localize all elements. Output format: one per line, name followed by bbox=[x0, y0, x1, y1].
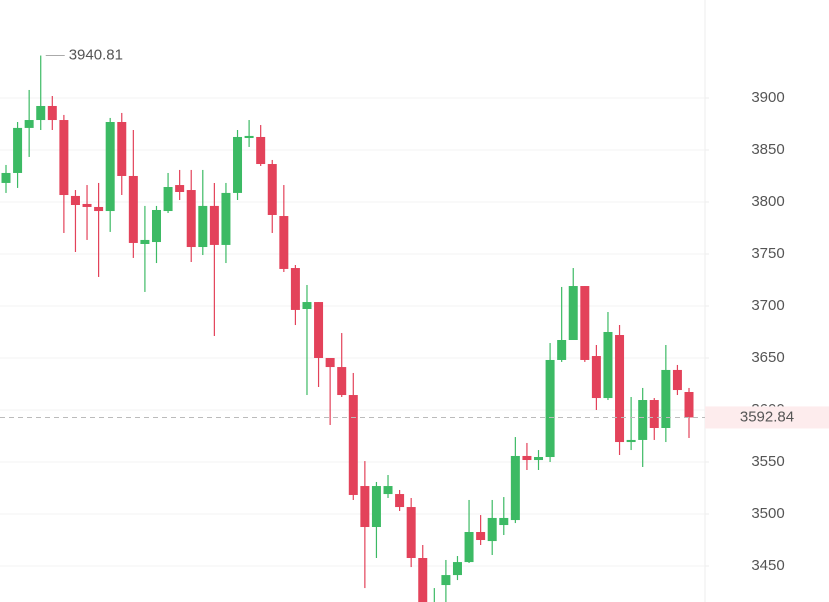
candle-body bbox=[267, 164, 277, 215]
candle-body bbox=[337, 367, 347, 396]
candle-body bbox=[580, 286, 590, 360]
candle-body bbox=[383, 486, 393, 495]
y-tick-label: 3850 bbox=[751, 141, 784, 158]
y-tick-label: 3500 bbox=[751, 505, 784, 522]
candle-body bbox=[545, 359, 555, 458]
candle-body bbox=[684, 392, 694, 418]
candle-body bbox=[591, 356, 601, 399]
candle-body bbox=[36, 105, 46, 121]
candle-body bbox=[649, 400, 659, 428]
candle-body bbox=[244, 135, 254, 139]
candle-body bbox=[348, 395, 358, 495]
candle-body bbox=[117, 122, 127, 176]
candle-body bbox=[510, 455, 520, 521]
candle-body bbox=[638, 400, 648, 440]
last-price-label: 3592.84 bbox=[740, 408, 794, 425]
candle-body bbox=[487, 517, 497, 542]
candle-body bbox=[1, 172, 11, 183]
candle-body bbox=[314, 302, 324, 358]
candle-body bbox=[140, 239, 150, 245]
candle-body bbox=[151, 209, 161, 243]
candle-body bbox=[13, 127, 23, 173]
candle-body bbox=[522, 455, 532, 461]
y-tick-label: 3750 bbox=[751, 245, 784, 262]
candle-body bbox=[279, 216, 289, 269]
candle-body bbox=[626, 439, 636, 443]
candle-body bbox=[568, 286, 578, 341]
candle-body bbox=[256, 136, 266, 165]
candle-body bbox=[186, 190, 196, 248]
y-tick-label: 3800 bbox=[751, 193, 784, 210]
candle-body bbox=[534, 457, 544, 461]
candle-body bbox=[418, 558, 428, 602]
candle-body bbox=[325, 357, 335, 368]
candle-body bbox=[105, 122, 115, 212]
candle-body bbox=[615, 335, 625, 443]
candle-body bbox=[603, 331, 613, 399]
candle-body bbox=[661, 369, 671, 428]
candle-body bbox=[395, 494, 405, 508]
candle-body bbox=[233, 136, 243, 193]
candle-body bbox=[672, 369, 682, 391]
candle-body bbox=[441, 575, 451, 586]
candle-body bbox=[499, 517, 509, 526]
candle-body bbox=[198, 205, 208, 248]
candle-body bbox=[221, 192, 231, 245]
high-marker-label: 3940.81 bbox=[69, 46, 123, 63]
last-price-box bbox=[705, 406, 829, 429]
candle-body bbox=[302, 302, 312, 310]
candle-body bbox=[476, 532, 486, 541]
candle-body bbox=[464, 532, 474, 563]
candle-body bbox=[59, 120, 69, 196]
candle-body bbox=[163, 187, 173, 212]
candle-body bbox=[209, 205, 219, 245]
candle-body bbox=[175, 185, 185, 192]
candle-body bbox=[70, 195, 80, 206]
candle-body bbox=[24, 120, 34, 128]
candle-body bbox=[406, 507, 416, 559]
candle-body bbox=[360, 486, 370, 528]
candle-body bbox=[128, 175, 138, 243]
candle-body bbox=[557, 340, 567, 360]
candle-body bbox=[452, 562, 462, 576]
y-tick-label: 3700 bbox=[751, 297, 784, 314]
y-tick-label: 3900 bbox=[751, 89, 784, 106]
candle-body bbox=[371, 486, 381, 528]
y-tick-label: 3450 bbox=[751, 557, 784, 574]
y-tick-label: 3650 bbox=[751, 349, 784, 366]
candle-body bbox=[47, 105, 57, 121]
candle-body bbox=[290, 268, 300, 310]
candle-body bbox=[82, 203, 92, 207]
y-tick-label: 3550 bbox=[751, 453, 784, 470]
candle-body bbox=[94, 206, 104, 212]
